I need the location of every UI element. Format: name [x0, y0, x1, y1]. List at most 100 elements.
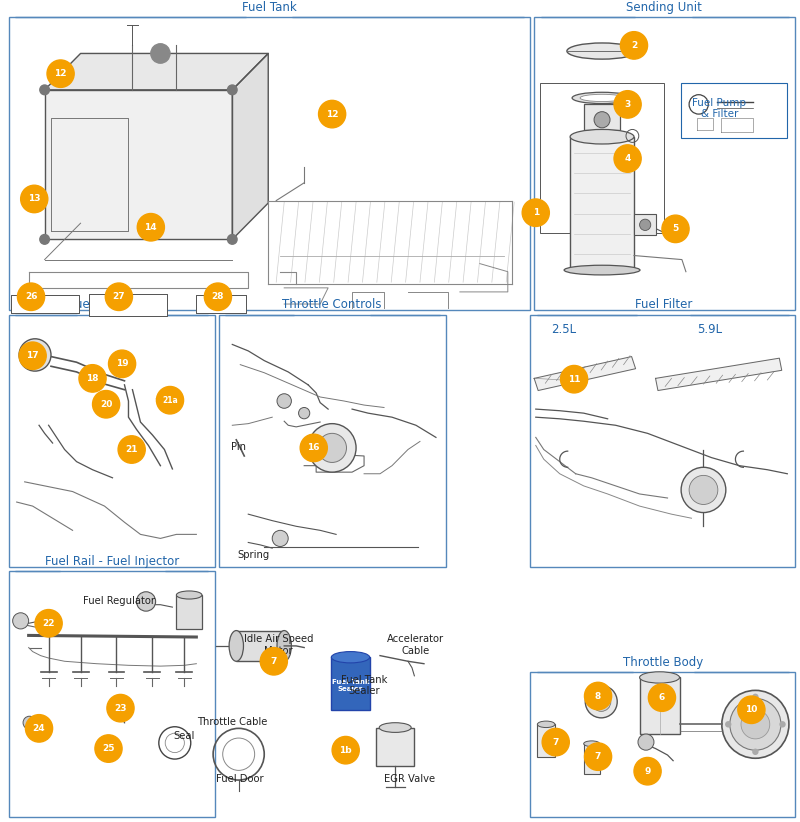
- Circle shape: [107, 695, 134, 722]
- Text: Throttle Body: Throttle Body: [623, 656, 704, 668]
- Circle shape: [308, 423, 356, 472]
- Text: 7: 7: [270, 657, 277, 666]
- Ellipse shape: [277, 630, 291, 661]
- Text: 2: 2: [631, 41, 637, 50]
- Circle shape: [26, 714, 53, 742]
- Text: Fuel Tank
Sealer: Fuel Tank Sealer: [341, 675, 387, 696]
- Text: 2.5L: 2.5L: [551, 323, 576, 336]
- Text: 28: 28: [212, 293, 224, 301]
- Circle shape: [730, 699, 781, 750]
- Text: Fuel Regulator: Fuel Regulator: [83, 597, 155, 607]
- Circle shape: [18, 283, 45, 311]
- Text: 4: 4: [625, 154, 630, 163]
- Text: Fuel Tank: Fuel Tank: [242, 1, 297, 14]
- Text: 12: 12: [326, 109, 338, 118]
- Circle shape: [40, 85, 50, 95]
- Circle shape: [585, 743, 612, 770]
- Circle shape: [522, 199, 550, 226]
- Polygon shape: [45, 53, 268, 90]
- Ellipse shape: [538, 721, 555, 727]
- Text: 9: 9: [644, 767, 650, 776]
- Text: Throttle Controls: Throttle Controls: [282, 298, 382, 312]
- Circle shape: [272, 530, 288, 547]
- Circle shape: [585, 682, 612, 709]
- Circle shape: [741, 709, 770, 739]
- Text: 21a: 21a: [162, 395, 178, 404]
- Bar: [218, 315, 446, 566]
- Text: Fuel Pump
& Filter: Fuel Pump & Filter: [693, 98, 746, 119]
- Bar: [376, 727, 414, 766]
- Bar: [530, 672, 795, 817]
- Circle shape: [95, 735, 122, 762]
- Text: Seal: Seal: [174, 732, 195, 741]
- Bar: [9, 315, 214, 566]
- Text: Accelerator
Cable: Accelerator Cable: [387, 635, 445, 656]
- Ellipse shape: [567, 43, 637, 59]
- Circle shape: [318, 100, 346, 128]
- Ellipse shape: [379, 723, 411, 732]
- Text: Fuel Rail - Fuel Injector: Fuel Rail - Fuel Injector: [46, 555, 180, 567]
- Circle shape: [227, 85, 237, 95]
- Bar: [540, 83, 663, 233]
- Bar: [639, 677, 679, 734]
- Circle shape: [118, 436, 146, 464]
- Text: 5.9L: 5.9L: [698, 323, 722, 336]
- Circle shape: [204, 283, 231, 311]
- Text: Fuel Tank Filler: Fuel Tank Filler: [69, 298, 156, 312]
- Polygon shape: [534, 357, 635, 390]
- Text: 13: 13: [28, 195, 41, 204]
- Ellipse shape: [176, 591, 202, 599]
- Text: 26: 26: [25, 293, 38, 301]
- Text: 7: 7: [595, 752, 602, 761]
- Text: 11: 11: [568, 375, 580, 384]
- Circle shape: [138, 214, 165, 241]
- Circle shape: [23, 716, 36, 729]
- Circle shape: [300, 434, 327, 462]
- Bar: [176, 595, 202, 629]
- Ellipse shape: [229, 630, 243, 661]
- Circle shape: [614, 90, 641, 118]
- Circle shape: [298, 408, 310, 418]
- Circle shape: [681, 467, 726, 513]
- Circle shape: [82, 370, 98, 386]
- Circle shape: [621, 32, 647, 59]
- Circle shape: [260, 648, 287, 675]
- Text: Rivet: Rivet: [207, 301, 233, 311]
- Circle shape: [137, 592, 156, 612]
- Circle shape: [638, 734, 654, 750]
- Text: 3: 3: [625, 100, 630, 109]
- Bar: [89, 293, 167, 316]
- Text: 22: 22: [42, 619, 55, 628]
- Bar: [584, 744, 600, 774]
- Polygon shape: [655, 358, 782, 390]
- Circle shape: [639, 219, 650, 230]
- Circle shape: [614, 145, 641, 173]
- Text: Fuel Filter: Fuel Filter: [635, 298, 692, 312]
- Circle shape: [542, 728, 570, 756]
- Bar: [570, 136, 634, 270]
- Bar: [11, 295, 79, 313]
- Circle shape: [109, 350, 136, 377]
- Circle shape: [13, 612, 29, 629]
- Bar: [236, 630, 284, 661]
- Bar: [634, 215, 656, 234]
- Circle shape: [47, 60, 74, 87]
- Polygon shape: [45, 90, 232, 239]
- Text: Shield,
Fuel Tank: Shield, Fuel Tank: [104, 295, 150, 316]
- Bar: [9, 17, 530, 311]
- Text: 24: 24: [33, 724, 46, 733]
- Text: Spring: Spring: [237, 550, 269, 560]
- Circle shape: [277, 394, 291, 409]
- Circle shape: [332, 737, 359, 764]
- Text: 19: 19: [116, 359, 128, 368]
- Circle shape: [93, 390, 120, 418]
- Circle shape: [227, 234, 237, 244]
- Ellipse shape: [580, 95, 624, 102]
- Bar: [9, 570, 214, 817]
- Circle shape: [19, 342, 46, 370]
- Circle shape: [648, 684, 675, 711]
- Circle shape: [752, 749, 758, 755]
- Text: 27: 27: [113, 293, 126, 301]
- Circle shape: [26, 345, 45, 365]
- Circle shape: [752, 694, 758, 700]
